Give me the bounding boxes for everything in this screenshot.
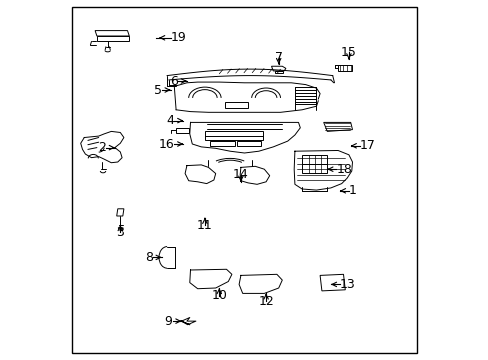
- Text: 4: 4: [166, 114, 174, 127]
- Text: 15: 15: [340, 46, 356, 59]
- Text: 13: 13: [339, 278, 355, 291]
- Text: 17: 17: [359, 139, 375, 152]
- Text: 16: 16: [158, 138, 174, 150]
- Text: 6: 6: [170, 75, 178, 87]
- Text: 2: 2: [98, 141, 106, 154]
- Text: 10: 10: [211, 289, 227, 302]
- Text: 19: 19: [170, 31, 186, 44]
- Text: 12: 12: [258, 295, 273, 308]
- Text: 18: 18: [336, 163, 351, 176]
- Text: 7: 7: [274, 51, 282, 64]
- Text: 8: 8: [144, 251, 152, 264]
- Text: 3: 3: [116, 226, 124, 239]
- Text: 1: 1: [348, 184, 356, 197]
- Text: 5: 5: [153, 84, 162, 96]
- Text: 14: 14: [233, 168, 248, 181]
- Text: 9: 9: [164, 315, 172, 328]
- Text: 11: 11: [197, 219, 212, 231]
